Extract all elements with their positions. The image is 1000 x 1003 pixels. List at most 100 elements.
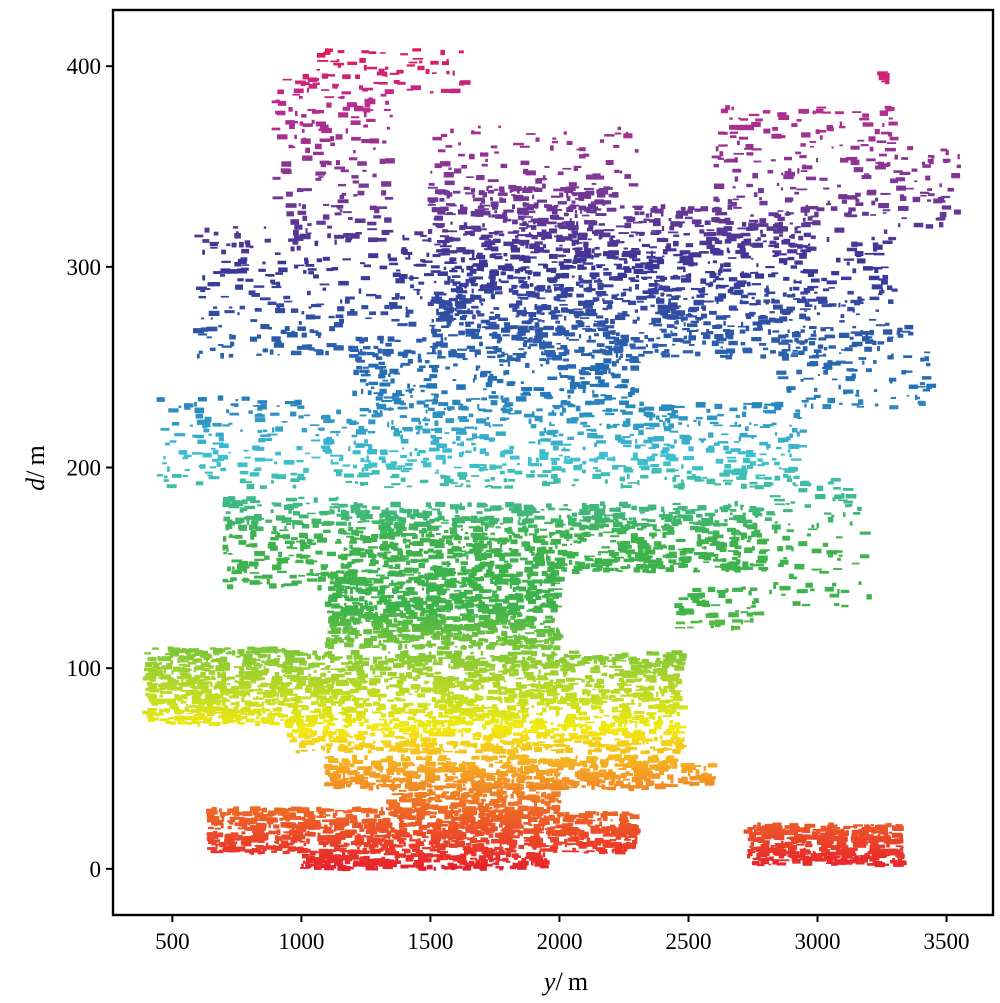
scatter-point [229,696,239,699]
scatter-point [667,774,674,780]
scatter-point [357,766,368,770]
scatter-point [296,831,304,836]
scatter-point [423,723,431,727]
scatter-point [242,659,247,665]
scatter-point [153,663,160,667]
scatter-point [549,687,558,692]
scatter-point [332,693,339,698]
scatter-point [506,688,516,694]
scatter-point [273,824,280,829]
scatter-point [540,823,543,827]
scatter-point [343,768,351,774]
scatter-point [216,701,221,706]
scatter-point [632,721,638,723]
scatter-point [351,815,358,819]
scatter-point [335,817,347,823]
scatter-point [390,848,396,854]
scatter-point [602,811,608,815]
scatter-point [311,814,316,820]
scatter-point [572,814,582,818]
scatter-point [649,677,657,683]
scatter-point [388,678,393,681]
scatter-point [472,704,480,707]
scatter-point [189,704,198,708]
scatter-point [467,769,473,774]
scatter-point [565,695,573,699]
scatter-point [560,697,571,701]
scatter-point [215,682,226,687]
scatter-point [420,780,428,783]
scatter-point [242,662,252,667]
scatter-point [666,654,677,660]
scatter-point [293,816,300,820]
scatter-point [603,784,606,789]
scatter-point [466,806,476,812]
scatter-point [249,689,255,692]
scatter-point [600,772,611,775]
scatter-point [654,724,662,730]
scatter-point [587,731,597,736]
scatter-point [241,697,245,703]
scatter-point [345,814,354,819]
scatter-point [670,760,675,766]
scatter-point [466,862,469,865]
scatter-point [379,770,383,773]
scatter-point [512,773,515,779]
scatter-point [628,719,633,723]
scatter-point [258,814,265,819]
scatter-point [382,865,393,870]
scatter-point [568,682,579,685]
scatter-point [221,816,225,822]
scatter-point [533,826,541,829]
scatter-point [578,831,589,834]
scatter-point [211,675,215,679]
scatter-point [451,776,459,779]
scatter-point [476,694,480,699]
scatter-point [523,828,534,834]
scatter-point [399,640,411,644]
scatter-point [332,774,342,777]
scatter-point [407,716,415,721]
scatter-point [893,825,899,828]
scatter-point [817,831,821,835]
scatter-point [538,681,541,687]
scatter-point [215,843,221,846]
scatter-point [661,781,664,786]
scatter-point [481,851,487,854]
scatter-point [368,844,375,850]
scatter-point [614,717,626,723]
scatter-point [554,665,565,667]
scatter-point [472,738,481,740]
scatter-point [461,793,466,797]
scatter-point [402,732,410,735]
scatter-point [529,664,538,667]
scatter-point [539,698,549,702]
scatter-point [253,650,261,655]
scatter-point [425,758,428,764]
scatter-point [400,654,410,659]
scatter-point [531,859,541,863]
scatter-point [285,719,291,725]
scatter-point [627,684,632,686]
scatter-point [695,769,700,775]
scatter-point [242,685,249,690]
scatter-point [658,669,668,675]
scatter-point [360,835,371,838]
scatter-point [342,778,348,781]
scatter-point [537,773,544,777]
scatter-point [778,859,790,862]
scatter-point [532,782,540,787]
scatter-point [579,821,584,824]
scatter-point [339,699,345,704]
scatter-point [434,854,441,857]
scatter-point [144,667,152,672]
scatter-point [495,771,507,776]
scatter-point [383,734,394,738]
scatter-point [629,721,632,724]
scatter-point [338,711,343,714]
scatter-point [814,834,825,838]
scatter-point [584,761,593,764]
scatter-point [356,822,362,825]
scatter-point [326,730,333,735]
scatter-point [348,866,354,870]
